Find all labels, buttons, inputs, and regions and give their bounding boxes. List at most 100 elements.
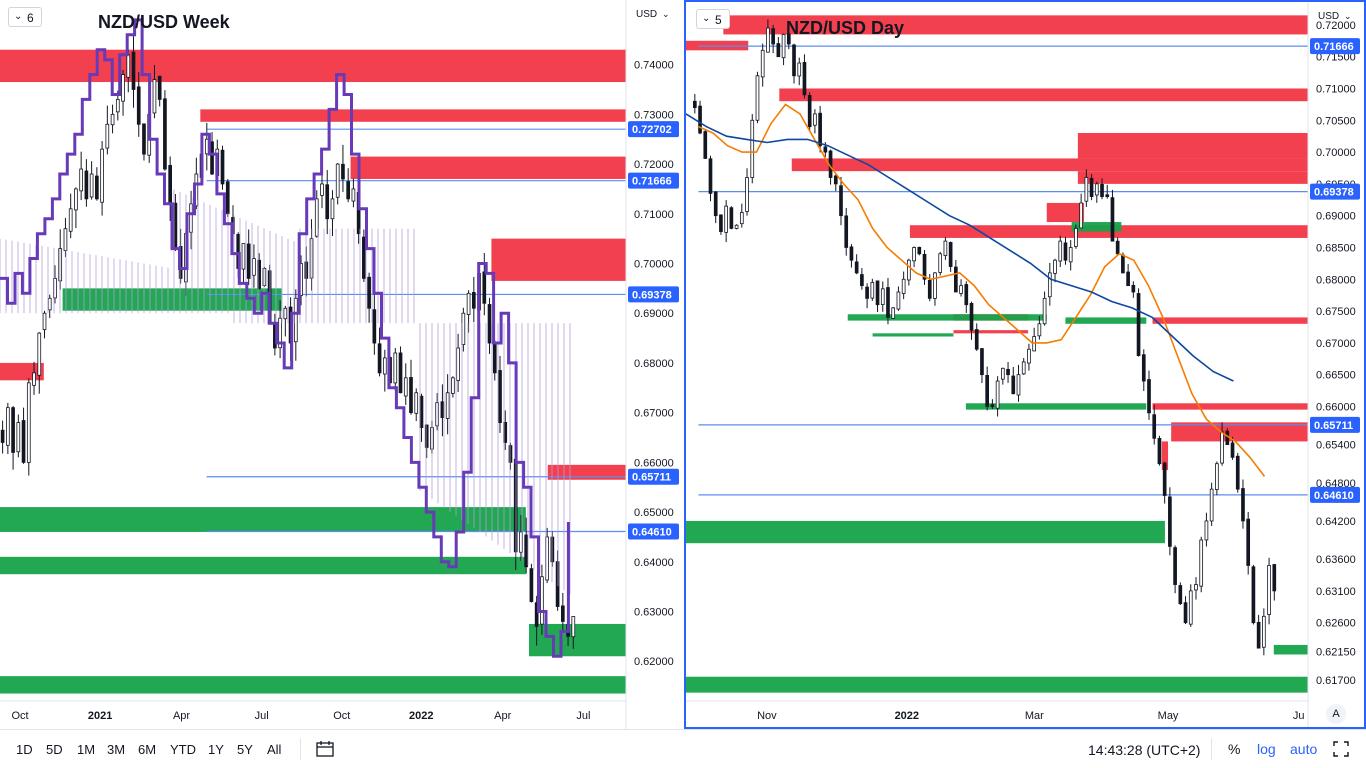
- candle-body: [959, 285, 963, 294]
- candle-body: [330, 198, 335, 220]
- currency-chevron-icon: ⌄: [662, 9, 670, 19]
- candle-body: [766, 27, 770, 53]
- daily-chart-title: NZD/USD Day: [786, 18, 905, 38]
- percent-scale-toggle[interactable]: %: [1228, 741, 1241, 757]
- ichimoku-lagging-line: [0, 18, 570, 658]
- price-level-label: 0.69378: [1314, 187, 1354, 199]
- candle-body: [703, 131, 708, 159]
- candle-body: [115, 99, 120, 113]
- date-range-icon[interactable]: [316, 741, 334, 757]
- y-tick-label: 0.72000: [1316, 20, 1356, 32]
- candle-body: [278, 317, 282, 349]
- candle-body: [1105, 194, 1110, 198]
- candle-body: [1235, 455, 1240, 490]
- y-tick-label: 0.66000: [1316, 401, 1356, 413]
- demand-zone: [1071, 222, 1122, 232]
- candle-body: [849, 246, 854, 261]
- supply-zone: [1161, 441, 1169, 471]
- candle-body: [713, 191, 718, 217]
- candle-body: [755, 75, 760, 121]
- candle-body: [84, 170, 89, 200]
- price-level-label: 0.72702: [632, 124, 672, 136]
- auto-scale-toggle[interactable]: auto: [1290, 741, 1318, 757]
- log-scale-toggle[interactable]: log: [1257, 741, 1276, 757]
- candle-body: [1215, 463, 1219, 490]
- candle-body: [1011, 375, 1016, 395]
- weekly-collapse-badge[interactable]: ⌄ 6: [8, 7, 42, 27]
- weekly-chart-pane[interactable]: USD ⌄ 0.74000 0.73000 0.72000 0.71000 0.70000 0…: [0, 0, 683, 729]
- y-tick-label: 0.66500: [1316, 370, 1356, 382]
- supply-zone: [350, 156, 626, 179]
- candle-body: [943, 240, 948, 256]
- candle-body: [157, 75, 162, 100]
- daily-collapse-badge[interactable]: ⌄ 5: [696, 9, 730, 29]
- candle-body: [63, 228, 68, 251]
- daily-chart[interactable]: USD ⌄0.720000.715000.710000.705000.700000…: [686, 2, 1364, 727]
- auto-scale-button[interactable]: A: [1326, 704, 1346, 724]
- currency-label: USD: [636, 9, 657, 20]
- fullscreen-icon[interactable]: [1333, 741, 1349, 757]
- y-tick-label: 0.62600: [1316, 618, 1356, 630]
- supply-zone: [1077, 171, 1308, 184]
- candle-body: [860, 274, 864, 287]
- candle-body: [974, 329, 979, 350]
- price-level-tag: [1310, 183, 1360, 200]
- candle-body: [163, 98, 167, 170]
- supply-zone: [723, 15, 1308, 35]
- supply-zone: [953, 330, 1029, 334]
- price-level-tag: [628, 121, 679, 138]
- x-tick-label: Ju: [1293, 710, 1305, 722]
- candle-body: [398, 352, 403, 394]
- candle-body: [1058, 240, 1063, 262]
- candle-body: [802, 61, 807, 96]
- candle-body: [482, 271, 487, 304]
- candle-body: [980, 348, 984, 376]
- candle-body: [89, 173, 94, 198]
- demand-zone: [872, 333, 954, 337]
- range-1y-button[interactable]: 1Y: [208, 742, 224, 757]
- candle-body: [1183, 602, 1188, 624]
- price-level-label: 0.65711: [632, 472, 671, 484]
- candle-body: [1251, 566, 1256, 624]
- candle-body: [1068, 247, 1073, 263]
- candle-body: [246, 243, 251, 279]
- candle-body: [6, 407, 10, 446]
- range-5y-button[interactable]: 5Y: [237, 742, 253, 757]
- candle-body: [142, 123, 146, 155]
- candle-body: [320, 183, 324, 196]
- y-tick-label: 0.71500: [1316, 52, 1356, 64]
- range-1d-button[interactable]: 1D: [16, 742, 33, 757]
- candle-body: [854, 261, 859, 274]
- candle-body: [471, 292, 476, 309]
- candle-body: [100, 148, 104, 203]
- weekly-chart[interactable]: USD ⌄ 0.74000 0.73000 0.72000 0.71000 0.70000 0…: [0, 0, 683, 729]
- daily-chart-pane[interactable]: USD ⌄ 0.72000 0.71500 0.71000 0.70500 0.70000 0…: [684, 0, 1366, 729]
- candle-body: [42, 312, 47, 331]
- x-tick-label: 2021: [88, 710, 112, 722]
- candle-body: [797, 62, 802, 77]
- range-all-button[interactable]: All: [267, 742, 282, 757]
- candle-body: [451, 377, 455, 394]
- price-level-label: 0.71666: [1314, 41, 1354, 53]
- range-3m-button[interactable]: 3M: [107, 742, 126, 757]
- candle-body: [79, 168, 83, 192]
- demand-zone: [0, 507, 526, 532]
- candle-body: [922, 253, 927, 280]
- clock-readout[interactable]: 14:43:28 (UTC+2): [1088, 742, 1201, 758]
- candle-body: [1131, 284, 1136, 293]
- range-1m-button[interactable]: 1M: [77, 742, 96, 757]
- range-5d-button[interactable]: 5D: [46, 742, 63, 757]
- candle-body: [1042, 297, 1047, 325]
- candle-body: [335, 163, 340, 198]
- candle-body: [786, 33, 791, 45]
- candle-body: [750, 119, 755, 178]
- candle-body: [792, 44, 796, 77]
- range-ytd-button[interactable]: YTD: [170, 742, 196, 757]
- y-tick-label: 0.67500: [1316, 306, 1356, 318]
- range-6m-button[interactable]: 6M: [138, 742, 157, 757]
- candle-body: [1272, 564, 1277, 592]
- supply-zone: [1077, 133, 1308, 159]
- candle-body: [1262, 615, 1266, 648]
- candle-body: [813, 113, 817, 126]
- candle-body: [1121, 254, 1125, 274]
